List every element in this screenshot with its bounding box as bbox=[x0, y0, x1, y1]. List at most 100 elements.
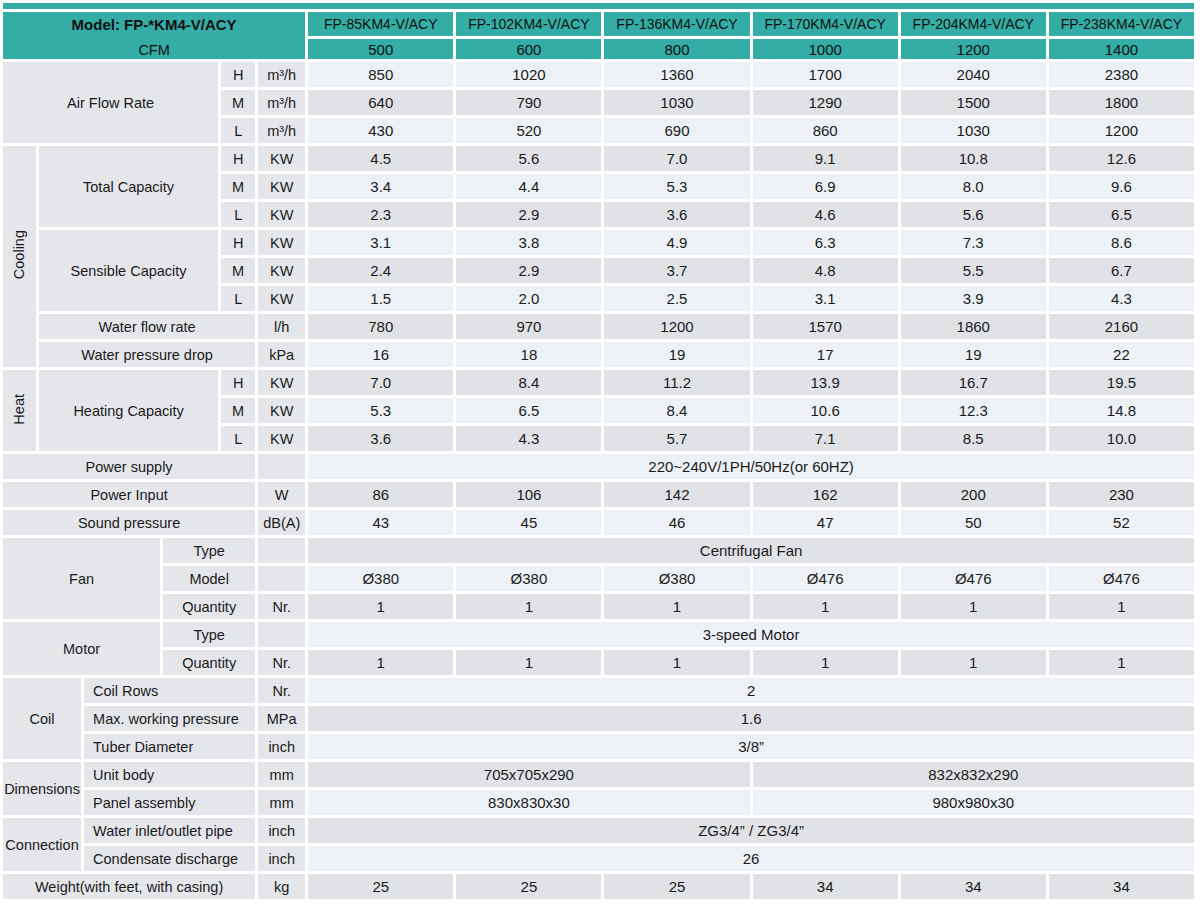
model-title-block: Model: FP-*KM4-V/ACYCFM bbox=[3, 12, 305, 59]
row-label: Panel assembly bbox=[84, 790, 255, 815]
value-cell: 1 bbox=[753, 594, 898, 619]
model-title: Model: FP-*KM4-V/ACY bbox=[3, 16, 305, 33]
row-label: H bbox=[221, 146, 255, 171]
unit-label: Nr. bbox=[258, 678, 305, 703]
value-cell: 1 bbox=[1049, 594, 1194, 619]
value-cell: 19 bbox=[604, 342, 749, 367]
row-label: Water pressure drop bbox=[39, 342, 255, 367]
value-cell: 1 bbox=[901, 594, 1046, 619]
value-cell: 1 bbox=[604, 594, 749, 619]
model-column-header: FP-238KM4-V/ACY bbox=[1049, 12, 1194, 36]
row-label: Type bbox=[163, 538, 255, 563]
value-cell: 162 bbox=[753, 482, 898, 507]
value-cell: 17 bbox=[753, 342, 898, 367]
value-cell: 6.5 bbox=[1049, 202, 1194, 227]
row-label: Max. working pressure bbox=[84, 706, 255, 731]
value-cell: 1 bbox=[456, 594, 601, 619]
unit-label: m³/h bbox=[258, 62, 305, 87]
value-cell: 47 bbox=[753, 510, 898, 535]
value-cell: 25 bbox=[604, 874, 749, 899]
value-cell: 220~240V/1PH/50Hz(or 60HZ) bbox=[308, 454, 1194, 479]
value-cell: 2160 bbox=[1049, 314, 1194, 339]
cfm-value: 1400 bbox=[1049, 39, 1194, 59]
value-cell: Ø380 bbox=[456, 566, 601, 591]
value-cell: 6.7 bbox=[1049, 258, 1194, 283]
category-label-text: Cooling bbox=[12, 230, 27, 279]
value-cell: 4.5 bbox=[308, 146, 453, 171]
value-cell: 1200 bbox=[604, 314, 749, 339]
value-cell: 50 bbox=[901, 510, 1046, 535]
value-cell: 1570 bbox=[753, 314, 898, 339]
category-label: Fan bbox=[3, 538, 160, 619]
value-cell: 13.9 bbox=[753, 370, 898, 395]
value-cell: 6.9 bbox=[753, 174, 898, 199]
row-label: Tuber Diameter bbox=[84, 734, 255, 759]
category-label-vertical: Cooling bbox=[3, 146, 36, 367]
value-cell: Centrifugal Fan bbox=[308, 538, 1194, 563]
cfm-value: 800 bbox=[604, 39, 749, 59]
category-label: Connection bbox=[3, 818, 81, 871]
spec-table-body: Model: FP-*KM4-V/ACYCFMFP-85KM4-V/ACYFP-… bbox=[3, 3, 1194, 899]
value-cell: 25 bbox=[308, 874, 453, 899]
model-column-header: FP-102KM4-V/ACY bbox=[456, 12, 601, 36]
cfm-value: 1000 bbox=[753, 39, 898, 59]
value-cell: 1 bbox=[308, 594, 453, 619]
value-cell: 5.7 bbox=[604, 426, 749, 451]
value-cell: 780 bbox=[308, 314, 453, 339]
value-cell: 2.3 bbox=[308, 202, 453, 227]
value-cell: 2.9 bbox=[456, 202, 601, 227]
value-cell: 3.1 bbox=[308, 230, 453, 255]
value-cell: ZG3/4” / ZG3/4” bbox=[308, 818, 1194, 843]
row-label: Water inlet/outlet pipe bbox=[84, 818, 255, 843]
row-label: Heating Capacity bbox=[39, 370, 218, 451]
value-cell: 6.5 bbox=[456, 398, 601, 423]
value-cell: 4.4 bbox=[456, 174, 601, 199]
value-cell: 2040 bbox=[901, 62, 1046, 87]
row-label: Water flow rate bbox=[39, 314, 255, 339]
unit-label: KW bbox=[258, 370, 305, 395]
value-cell: 3.7 bbox=[604, 258, 749, 283]
value-cell: 1.5 bbox=[308, 286, 453, 311]
unit-label: kg bbox=[258, 874, 305, 899]
value-cell: 970 bbox=[456, 314, 601, 339]
value-cell: 19.5 bbox=[1049, 370, 1194, 395]
unit-label bbox=[258, 538, 305, 563]
row-label: Type bbox=[163, 622, 255, 647]
value-cell: 14.8 bbox=[1049, 398, 1194, 423]
value-cell: 18 bbox=[456, 342, 601, 367]
value-cell: 5.3 bbox=[308, 398, 453, 423]
value-cell: 3.9 bbox=[901, 286, 1046, 311]
value-cell: 1 bbox=[753, 650, 898, 675]
value-cell: 1700 bbox=[753, 62, 898, 87]
value-cell: 11.2 bbox=[604, 370, 749, 395]
value-cell: 690 bbox=[604, 118, 749, 143]
value-cell: 7.1 bbox=[753, 426, 898, 451]
value-cell: 1020 bbox=[456, 62, 601, 87]
value-cell: 860 bbox=[753, 118, 898, 143]
unit-label: KW bbox=[258, 174, 305, 199]
value-cell: 12.6 bbox=[1049, 146, 1194, 171]
unit-label bbox=[258, 454, 305, 479]
unit-label: KW bbox=[258, 146, 305, 171]
value-cell: 830x830x30 bbox=[308, 790, 749, 815]
value-cell: 16 bbox=[308, 342, 453, 367]
value-cell: 8.4 bbox=[604, 398, 749, 423]
row-label: Weight(with feet, with casing) bbox=[3, 874, 255, 899]
value-cell: 8.5 bbox=[901, 426, 1046, 451]
value-cell: 3-speed Motor bbox=[308, 622, 1194, 647]
value-cell: 2.5 bbox=[604, 286, 749, 311]
unit-label: Nr. bbox=[258, 594, 305, 619]
value-cell: 1 bbox=[604, 650, 749, 675]
value-cell: 1360 bbox=[604, 62, 749, 87]
unit-label: KW bbox=[258, 202, 305, 227]
value-cell: 1030 bbox=[604, 90, 749, 115]
value-cell: 12.3 bbox=[901, 398, 1046, 423]
unit-label: KW bbox=[258, 286, 305, 311]
value-cell: Ø476 bbox=[753, 566, 898, 591]
value-cell: 1030 bbox=[901, 118, 1046, 143]
model-column-header: FP-85KM4-V/ACY bbox=[308, 12, 453, 36]
value-cell: 1 bbox=[308, 650, 453, 675]
value-cell: 9.6 bbox=[1049, 174, 1194, 199]
value-cell: Ø380 bbox=[604, 566, 749, 591]
unit-label: KW bbox=[258, 426, 305, 451]
